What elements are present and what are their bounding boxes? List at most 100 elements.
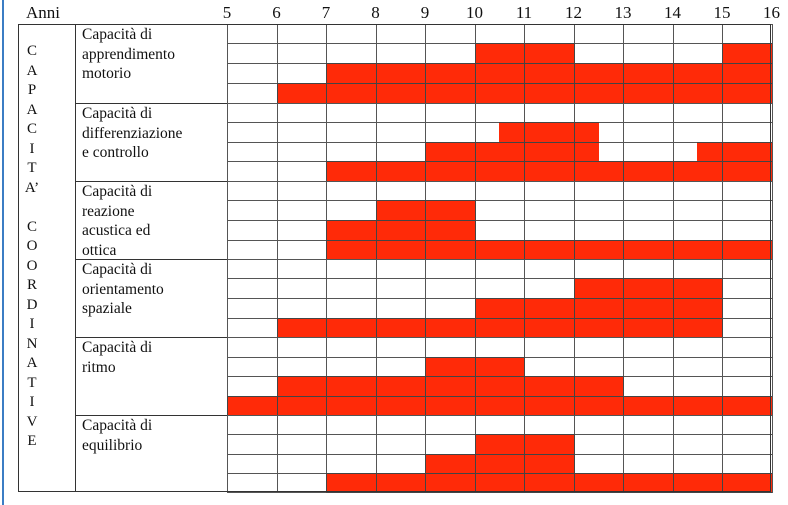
- bar-grid-line: [375, 83, 377, 104]
- grid-cell: [524, 181, 575, 201]
- bar-grid-line: [425, 83, 426, 104]
- bar-grid-line: [573, 122, 575, 143]
- bar-grid-line: [326, 161, 327, 182]
- bar-grid-line: [722, 63, 723, 84]
- grid-cell: [375, 259, 426, 279]
- grid-cell: [524, 415, 575, 435]
- grid-cell: [623, 103, 674, 123]
- grid-cell: [276, 181, 327, 201]
- bar-grid-line: [425, 473, 426, 493]
- grid-cell: [375, 122, 426, 143]
- age-range-bar: [474, 298, 723, 319]
- bar-grid-line: [573, 240, 575, 260]
- grid-cell: [326, 259, 377, 279]
- grid-cell: [227, 376, 278, 397]
- grid-cell: [375, 103, 426, 123]
- vertical-title-letter: C: [26, 43, 37, 59]
- group-label: Capacità di equilibrio: [82, 417, 153, 454]
- grid-cell: [326, 24, 377, 44]
- grid-cell: [573, 43, 624, 64]
- grid-cell: [227, 240, 278, 260]
- bar-grid-line: [474, 200, 476, 221]
- grid-cell: [722, 318, 773, 338]
- grid-cell: [672, 357, 723, 377]
- grid-cell: [276, 122, 327, 143]
- grid-cell: [227, 63, 278, 84]
- grid-cell: [722, 434, 773, 455]
- grid-cell: [227, 415, 278, 435]
- bar-grid-line: [375, 220, 377, 241]
- bar-grid-line: [524, 396, 525, 416]
- bar-grid-line: [375, 396, 377, 416]
- grid-cell: [227, 122, 278, 143]
- grid-cell: [227, 103, 278, 123]
- grid-cell: [722, 103, 773, 123]
- bar-grid-line: [623, 63, 624, 84]
- year-label: 15: [713, 3, 731, 22]
- bar-grid-line: [276, 376, 278, 397]
- grid-cell: [623, 181, 674, 201]
- bar-grid-line: [425, 396, 426, 416]
- grid-cell: [326, 200, 377, 221]
- bar-grid-line: [573, 376, 575, 397]
- year-label: 11: [515, 3, 533, 22]
- bar-grid-line: [672, 63, 674, 84]
- vertical-title-letter: C: [26, 218, 37, 235]
- bar-grid-line: [375, 63, 377, 84]
- grid-cell: [722, 337, 773, 358]
- grid-cell: [722, 415, 773, 435]
- grid-cell: [474, 259, 525, 279]
- grid-cell: [722, 278, 773, 299]
- grid-cell: [524, 24, 575, 44]
- grid-cell: [722, 24, 773, 44]
- bar-grid-line: [623, 161, 624, 182]
- bar-grid-line: [573, 473, 575, 493]
- grid-cell: [722, 181, 773, 201]
- bar-grid-line: [573, 142, 575, 162]
- grid-cell: [425, 337, 476, 358]
- grid-cell: [573, 259, 624, 279]
- bar-grid-line: [573, 396, 575, 416]
- bar-grid-line: [425, 454, 426, 474]
- bar-grid-line: [375, 376, 377, 397]
- grid-cell: [227, 259, 278, 279]
- grid-cell: [227, 161, 278, 182]
- grid-cell: [474, 220, 525, 241]
- bar-grid-line: [375, 240, 377, 260]
- grid-cell: [276, 43, 327, 64]
- grid-cell: [524, 259, 575, 279]
- grid-cell: [623, 357, 674, 377]
- group-label: Capacità di orientamento spaziale: [82, 261, 164, 317]
- grid-cell: [326, 181, 377, 201]
- grid-cell: [227, 220, 278, 241]
- bar-grid-line: [573, 161, 575, 182]
- grid-cell: [276, 142, 327, 162]
- vertical-title-letter: R: [26, 277, 37, 293]
- grid-cell: [375, 181, 426, 201]
- grid-cell: [375, 43, 426, 64]
- bar-grid-line: [474, 318, 476, 338]
- grid-cell: [573, 181, 624, 201]
- bar-grid-line: [672, 396, 674, 416]
- grid-cell: [722, 357, 773, 377]
- grid-cell: [573, 24, 624, 44]
- bar-grid-line: [573, 298, 575, 319]
- grid-cell: [276, 161, 327, 182]
- bar-grid-line: [474, 357, 476, 377]
- bar-grid-line: [425, 142, 426, 162]
- grid-cell: [425, 103, 476, 123]
- grid-cell: [623, 259, 674, 279]
- bar-grid-line: [722, 161, 723, 182]
- grid-cell: [375, 434, 426, 455]
- bar-grid-line: [722, 473, 723, 493]
- bar-grid-line: [326, 376, 327, 397]
- bar-grid-line: [474, 434, 476, 455]
- age-range-bar: [276, 376, 624, 397]
- grid-cell: [524, 357, 575, 377]
- bar-grid-line: [573, 318, 575, 338]
- bar-grid-line: [425, 220, 426, 241]
- grid-cell: [227, 142, 278, 162]
- bar-grid-line: [672, 298, 674, 319]
- vertical-title-letter: O: [26, 257, 38, 274]
- grid-cell: [276, 473, 327, 493]
